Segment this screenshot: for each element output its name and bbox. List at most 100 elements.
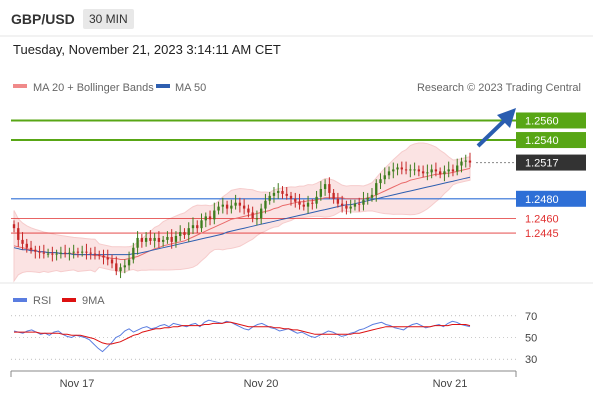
candle xyxy=(294,192,297,208)
candle xyxy=(358,197,361,212)
candle xyxy=(404,161,408,175)
candle xyxy=(328,177,331,199)
candle xyxy=(345,200,348,215)
candle xyxy=(21,232,24,250)
svg-text:1.2445: 1.2445 xyxy=(525,228,559,240)
svg-text:1.2480: 1.2480 xyxy=(525,194,559,206)
x-tick-nov20: Nov 20 xyxy=(244,378,279,390)
timeframe-badge[interactable]: 30 MIN xyxy=(83,9,134,29)
candle xyxy=(311,198,314,210)
candle xyxy=(413,162,416,176)
candle xyxy=(98,250,101,260)
pair-title: GBP/USD xyxy=(11,11,75,27)
candle xyxy=(89,247,92,260)
candle xyxy=(264,193,267,214)
bollinger-band-area xyxy=(13,142,471,283)
level-support-5: 1.2445 xyxy=(11,228,559,240)
candle xyxy=(166,231,169,244)
candle xyxy=(153,233,156,248)
candle xyxy=(93,246,97,260)
moving-averages xyxy=(13,167,471,260)
candle xyxy=(72,244,75,259)
candle xyxy=(400,161,403,175)
candle xyxy=(238,197,242,213)
candle xyxy=(187,222,190,242)
candle xyxy=(409,164,412,178)
svg-text:1.2460: 1.2460 xyxy=(525,213,559,225)
credit-label: Research © 2023 Trading Central xyxy=(417,82,581,94)
candle xyxy=(387,166,391,180)
candle xyxy=(123,259,126,274)
candle xyxy=(468,152,472,168)
x-tick-nov17: Nov 17 xyxy=(60,378,95,390)
candle xyxy=(106,249,109,266)
candle xyxy=(336,192,340,208)
candle xyxy=(183,228,186,239)
ma50-legend-swatch xyxy=(156,84,170,88)
svg-text:1.2540: 1.2540 xyxy=(525,135,559,147)
candle xyxy=(204,212,207,228)
candle xyxy=(332,189,335,204)
candle xyxy=(213,202,216,225)
candle xyxy=(392,162,395,179)
candle xyxy=(438,167,442,179)
candle xyxy=(379,173,382,189)
candle xyxy=(174,231,178,248)
rsi-tick-50: 50 xyxy=(525,333,537,345)
candle xyxy=(277,183,280,199)
candle xyxy=(221,197,224,214)
candle xyxy=(225,200,229,215)
rsi-ma-legend-label: 9MA xyxy=(82,295,105,307)
ma20-legend-label: MA 20 + Bollinger Bands xyxy=(33,82,154,94)
candle xyxy=(102,249,105,265)
candle xyxy=(281,186,284,199)
datetime-label: Tuesday, November 21, 2023 3:14:11 AM CE… xyxy=(13,42,281,57)
candle xyxy=(17,222,20,247)
candle xyxy=(179,225,182,241)
candle xyxy=(353,199,357,211)
candle xyxy=(170,229,173,249)
rsi-ma-legend-swatch xyxy=(62,298,76,302)
ma50-legend-label: MA 50 xyxy=(175,82,206,94)
series-9ma-line xyxy=(14,321,471,345)
candle xyxy=(255,210,259,226)
candle xyxy=(285,187,288,200)
x-tick-nov21: Nov 21 xyxy=(433,378,468,390)
candle xyxy=(63,244,67,258)
candle xyxy=(55,249,58,261)
candle xyxy=(196,220,199,234)
candle xyxy=(396,163,399,176)
candle xyxy=(260,203,263,225)
candle xyxy=(119,263,122,279)
candle xyxy=(289,191,293,206)
level-resistance-1: 1.2540 xyxy=(11,132,586,149)
candle xyxy=(12,220,16,233)
candle xyxy=(370,188,374,202)
candle xyxy=(76,247,80,258)
candle xyxy=(38,245,41,259)
candle xyxy=(157,231,161,248)
rsi-tick-70: 70 xyxy=(525,311,537,323)
candle xyxy=(430,164,433,179)
trend-arrow-icon xyxy=(476,108,516,148)
candle xyxy=(464,154,467,168)
candle xyxy=(136,231,139,255)
candle xyxy=(319,181,323,201)
series-rsi-line xyxy=(13,319,471,353)
rsi-tick-30: 30 xyxy=(525,354,537,366)
rsi-legend-swatch xyxy=(13,298,27,302)
candle xyxy=(217,201,220,215)
candle xyxy=(349,199,352,214)
level-current-2: 1.2517 xyxy=(476,154,586,171)
levels: 1.2560 1.2540 1.2517 1.2480 1.2460 1.2445 xyxy=(11,112,586,240)
candle xyxy=(417,165,421,177)
candle xyxy=(234,194,237,210)
candle xyxy=(323,179,327,196)
level-support-4: 1.2460 xyxy=(11,213,559,225)
candle xyxy=(302,199,305,211)
candle xyxy=(230,199,233,214)
candle xyxy=(110,254,114,269)
candle xyxy=(59,246,63,259)
ma50-line xyxy=(13,176,471,256)
